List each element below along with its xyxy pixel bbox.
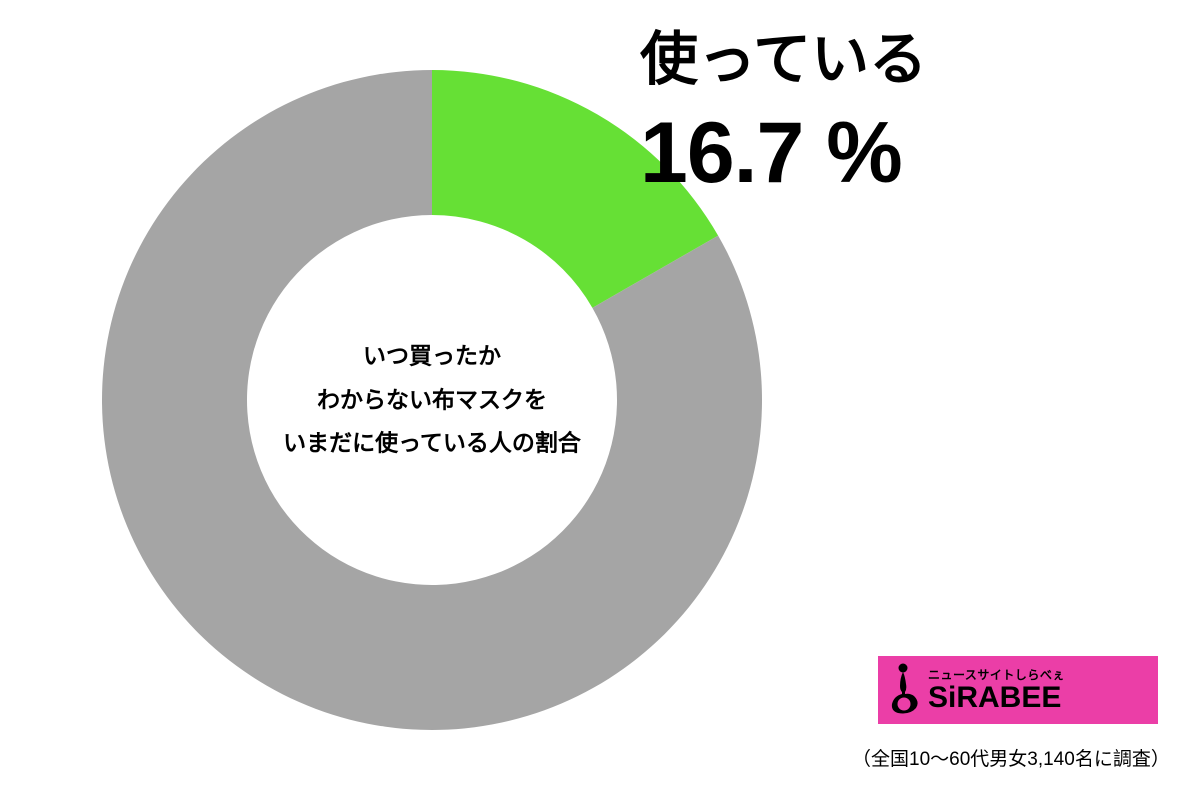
callout-value: 16.7 % <box>640 104 927 203</box>
logo-wordmark: SiRABEE <box>928 681 1065 715</box>
slice-callout: 使っている 16.7 % <box>640 12 927 203</box>
sirabee-logo: ニュースサイトしらべぇ SiRABEE <box>878 656 1158 724</box>
logo-mark-icon <box>888 662 922 719</box>
center-line-3: いまだに使っている人の割合 <box>283 422 581 466</box>
donut-center-label: いつ買ったか わからない布マスクを いまだに使っている人の割合 <box>283 334 581 465</box>
center-line-2: わからない布マスクを <box>283 378 581 422</box>
survey-note: （全国10〜60代男女3,140名に調査） <box>852 744 1170 771</box>
logo-text: ニュースサイトしらべぇ SiRABEE <box>928 666 1065 715</box>
center-line-1: いつ買ったか <box>283 334 581 378</box>
callout-label: 使っている <box>640 12 927 96</box>
